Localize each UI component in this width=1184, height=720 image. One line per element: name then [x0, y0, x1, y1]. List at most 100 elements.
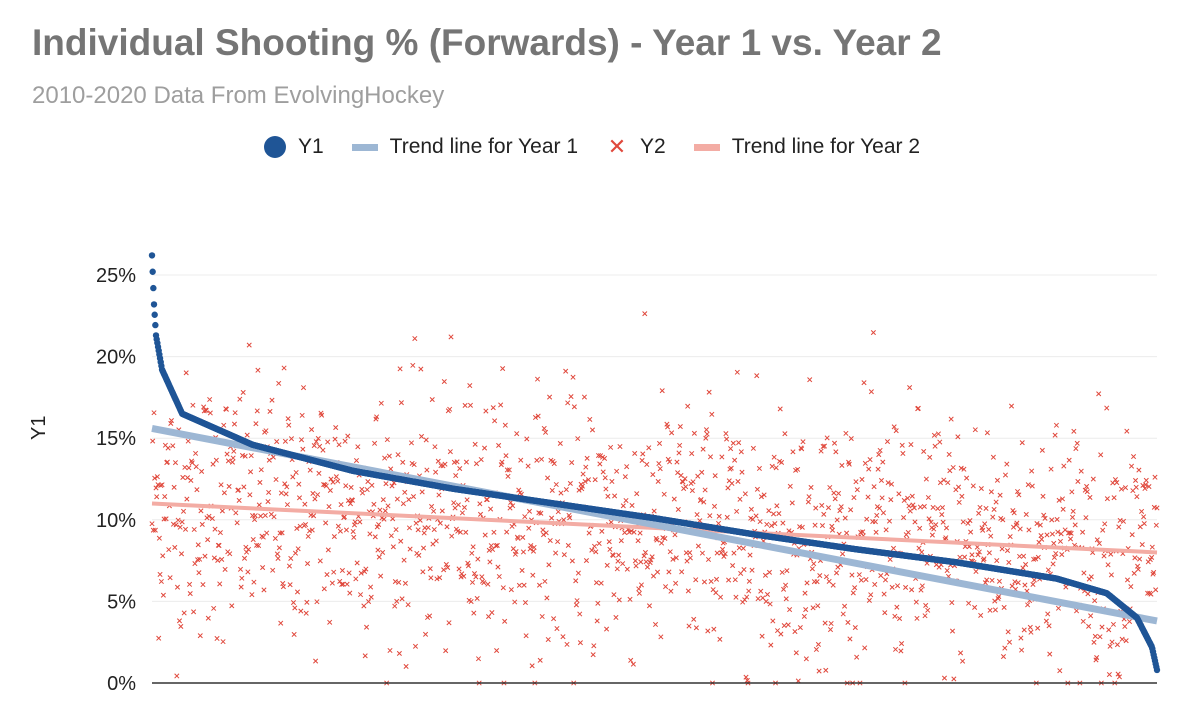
legend-item-y1[interactable]: Y1	[263, 135, 324, 159]
y2-point	[948, 416, 954, 422]
y2-point	[455, 502, 461, 508]
y2-point	[823, 667, 829, 673]
y2-point	[962, 554, 968, 560]
y2-point	[854, 654, 860, 660]
y2-point	[361, 569, 368, 575]
y2-point	[1056, 497, 1062, 503]
y2-point	[636, 586, 642, 592]
y2-point	[180, 474, 186, 481]
legend: Y1 Trend line for Year 1 ✕ Y2 Trend line…	[0, 130, 1184, 164]
y2-point	[690, 479, 696, 485]
y2-point	[328, 476, 334, 482]
y2-point	[221, 422, 227, 428]
y2-point	[406, 525, 413, 531]
y2-point	[465, 563, 472, 569]
y2-point	[987, 607, 993, 613]
y2-point	[1120, 518, 1127, 524]
y2-point	[421, 530, 427, 536]
y2-point	[258, 513, 264, 519]
y2-point	[886, 518, 893, 524]
legend-label-y2: Y2	[640, 135, 666, 158]
y2-point	[909, 587, 915, 593]
y2-point	[764, 521, 770, 527]
legend-item-trend-year-1[interactable]: Trend line for Year 1	[351, 135, 578, 159]
y2-point	[270, 454, 276, 460]
y2-point	[502, 422, 508, 428]
y2-point	[353, 576, 359, 582]
y2-point	[685, 403, 691, 409]
y2-point	[271, 514, 277, 520]
y2-point	[224, 451, 230, 457]
y2-point	[612, 493, 618, 499]
y2-point	[1114, 642, 1120, 648]
y2-point	[859, 476, 865, 482]
y2-point	[477, 511, 484, 517]
y2-point	[227, 551, 233, 557]
y2-point	[801, 613, 807, 619]
y2-point	[988, 489, 994, 495]
y2-point	[636, 590, 642, 596]
y2-point	[545, 475, 551, 481]
y2-point	[547, 394, 553, 400]
y2-point	[1031, 577, 1037, 583]
y2-point	[216, 542, 222, 549]
y2-point	[197, 633, 203, 639]
y2-point	[917, 525, 923, 531]
y2-point	[1001, 604, 1007, 610]
legend-item-y2[interactable]: ✕ Y2	[606, 135, 666, 159]
y2-point	[992, 598, 998, 604]
y2-point	[782, 431, 788, 437]
y2-point	[975, 552, 981, 558]
y2-point	[866, 597, 872, 603]
y2-point	[631, 529, 637, 535]
y2-point	[628, 657, 634, 663]
y2-point	[644, 564, 651, 570]
y2-point	[1061, 463, 1067, 469]
y2-point	[703, 435, 709, 441]
y2-point	[512, 599, 518, 605]
y2-point	[427, 566, 433, 572]
y2-point	[657, 466, 663, 472]
y2-point	[428, 575, 434, 581]
y2-point	[283, 491, 289, 497]
y2-point	[803, 656, 809, 662]
y2-point	[390, 544, 396, 550]
y2-point	[1132, 477, 1139, 483]
y2-point	[1057, 668, 1063, 674]
y2-point	[532, 414, 539, 421]
y2-point	[1035, 625, 1041, 631]
y2-point	[978, 485, 984, 492]
y2-point	[1002, 472, 1009, 478]
y2-point	[785, 622, 791, 628]
y2-point	[291, 631, 297, 638]
y2-point	[1017, 553, 1023, 559]
y2-point	[890, 545, 897, 551]
y2-point	[711, 626, 717, 632]
y2-point	[730, 440, 736, 446]
legend-item-trend-year-2[interactable]: Trend line for Year 2	[693, 135, 920, 159]
y2-point	[195, 542, 201, 548]
y2-point	[812, 522, 818, 528]
legend-label-y1: Y1	[297, 135, 324, 158]
y2-point	[809, 566, 815, 572]
y2-point	[503, 453, 509, 459]
y2-point	[555, 539, 561, 545]
y2-point	[687, 550, 693, 556]
y2-point	[707, 513, 713, 519]
y2-point	[251, 579, 257, 585]
y2-point	[573, 602, 579, 608]
y2-point	[723, 431, 729, 437]
y2-point	[592, 477, 598, 483]
y2-point	[489, 610, 495, 616]
y2-point	[993, 499, 999, 505]
y2-point	[747, 552, 753, 558]
y2-point	[333, 474, 339, 480]
y2-point	[582, 478, 588, 485]
y2-point	[331, 533, 337, 540]
y2-point	[422, 631, 429, 637]
y2-point	[691, 430, 697, 436]
y2-point	[905, 529, 911, 535]
y2-point	[255, 367, 261, 373]
y2-point	[763, 598, 769, 604]
y2-point	[221, 490, 227, 496]
